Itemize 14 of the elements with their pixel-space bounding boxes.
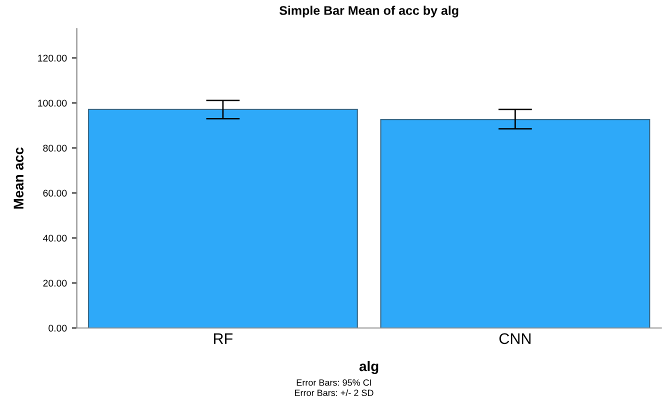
- y-tick-label: 40.00: [42, 234, 67, 242]
- y-tick-label: 100.00: [38, 100, 67, 107]
- y-axis-title: Mean acc: [14, 147, 24, 209]
- x-tick-label: CNN: [499, 333, 530, 344]
- y-tick-label: 20.00: [43, 280, 67, 287]
- chart-title: Simple Bar Mean of acc by alg: [279, 6, 458, 18]
- y-tick-label: 80.00: [43, 144, 67, 152]
- x-tick-label: RF: [214, 333, 233, 344]
- y-tick-label: 120.00: [38, 54, 67, 62]
- x-axis-title: alg: [359, 360, 378, 374]
- y-tick-label: 60.00: [43, 190, 67, 197]
- text: Error Bars: +/- 2 SD: [294, 389, 374, 396]
- y-tick-label: 0.00: [48, 324, 67, 332]
- text: Error Bars: 95% CI: [296, 379, 372, 386]
